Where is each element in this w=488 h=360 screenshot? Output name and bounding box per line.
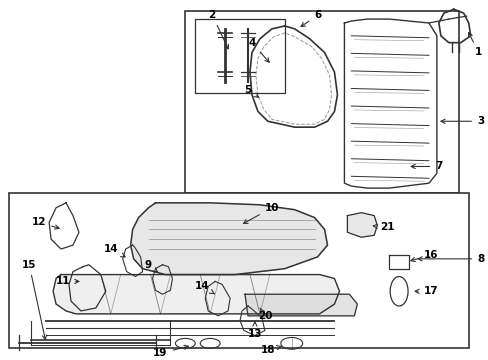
- Text: 21: 21: [372, 222, 394, 233]
- Text: 4: 4: [248, 38, 268, 62]
- Polygon shape: [346, 213, 376, 237]
- Text: 7: 7: [410, 162, 442, 171]
- Polygon shape: [244, 294, 357, 316]
- Text: 6: 6: [301, 10, 321, 27]
- Text: 19: 19: [153, 345, 188, 358]
- Text: 14: 14: [103, 244, 125, 257]
- Text: 15: 15: [22, 260, 46, 339]
- Text: 16: 16: [410, 250, 437, 261]
- Bar: [195, 19, 284, 93]
- Text: 1: 1: [468, 32, 481, 58]
- Polygon shape: [53, 275, 339, 314]
- Text: 20: 20: [257, 308, 272, 321]
- Text: 12: 12: [32, 217, 59, 229]
- Bar: [185, 11, 458, 193]
- Text: 17: 17: [414, 286, 437, 296]
- Text: 14: 14: [195, 282, 214, 294]
- Polygon shape: [130, 203, 327, 275]
- Text: 2: 2: [208, 10, 228, 49]
- Text: 18: 18: [260, 345, 281, 355]
- Text: 10: 10: [243, 203, 279, 224]
- Text: 3: 3: [440, 116, 483, 126]
- Text: 5: 5: [244, 85, 258, 97]
- Text: 8: 8: [417, 254, 483, 264]
- Text: 13: 13: [247, 322, 262, 338]
- Text: 9: 9: [144, 260, 157, 272]
- Bar: [9, 193, 468, 348]
- Text: 11: 11: [56, 276, 79, 287]
